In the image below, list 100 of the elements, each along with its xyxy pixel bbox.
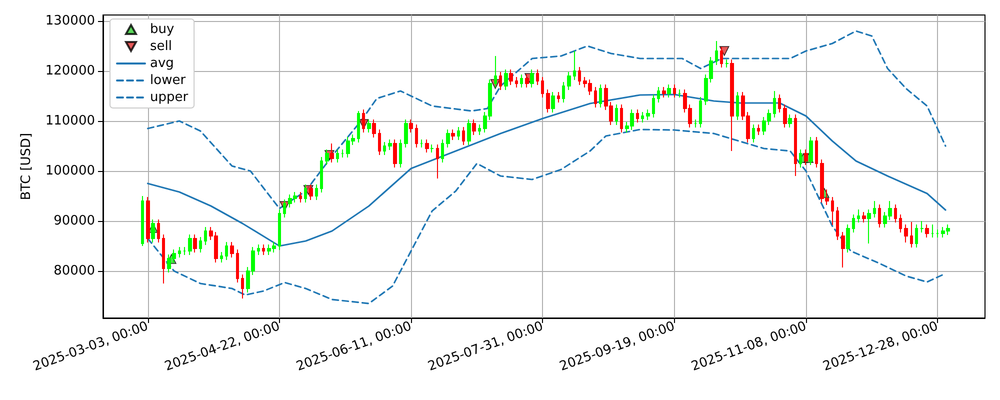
candlestick xyxy=(367,119,371,133)
candlestick xyxy=(536,69,539,86)
candlestick xyxy=(178,246,181,258)
y-tick-label: 90000 xyxy=(54,214,95,228)
candlestick xyxy=(673,84,676,98)
legend-label: avg xyxy=(150,56,174,71)
candlestick xyxy=(509,69,513,86)
candlestick xyxy=(446,129,450,148)
candlestick xyxy=(499,72,502,90)
candlestick xyxy=(546,89,550,113)
candlestick xyxy=(357,110,360,143)
candlestick xyxy=(573,50,576,80)
y-tick-label: 120000 xyxy=(45,64,95,78)
candlestick xyxy=(436,144,439,179)
candlestick xyxy=(783,104,787,128)
candlestick xyxy=(794,114,797,176)
candlestick xyxy=(788,114,792,128)
candlestick xyxy=(773,90,776,118)
candlestick xyxy=(383,142,386,156)
candlestick xyxy=(652,94,655,118)
legend-label: sell xyxy=(150,39,172,54)
candlestick xyxy=(420,139,423,148)
candlestick xyxy=(862,212,866,223)
candlestick xyxy=(678,89,681,98)
candlestick xyxy=(330,143,334,163)
candlestick xyxy=(220,252,223,263)
candlestick xyxy=(262,244,265,256)
candlestick xyxy=(504,69,508,90)
candlestick xyxy=(757,124,760,136)
candlestick xyxy=(183,246,186,256)
candlestick xyxy=(325,149,329,166)
candlestick xyxy=(662,86,666,98)
candlestick xyxy=(399,139,402,168)
candlestick xyxy=(599,84,602,108)
candlestick xyxy=(730,59,734,152)
y-tick-label: 80000 xyxy=(54,264,95,278)
candlestick xyxy=(725,59,729,68)
candlestick xyxy=(904,224,908,243)
candlestick xyxy=(151,219,155,243)
candlestick xyxy=(530,69,534,88)
candlestick xyxy=(520,74,523,88)
candlestick xyxy=(304,184,307,203)
candlestick xyxy=(804,149,808,166)
candlestick xyxy=(925,224,929,238)
candlestick xyxy=(694,119,697,128)
candlestick xyxy=(320,156,323,193)
candlestick xyxy=(720,46,723,68)
candlestick xyxy=(457,126,460,140)
candlestick xyxy=(236,249,239,283)
legend-label: lower xyxy=(150,73,186,88)
candlestick xyxy=(162,234,165,284)
candlestick xyxy=(425,139,429,153)
candlestick xyxy=(657,86,660,103)
candlestick xyxy=(199,236,202,253)
candlestick xyxy=(341,149,344,158)
candlestick xyxy=(620,104,623,133)
candlestick xyxy=(283,199,286,218)
candlestick xyxy=(562,82,565,103)
candlestick xyxy=(831,196,834,226)
candlestick xyxy=(409,119,413,133)
candlestick xyxy=(846,224,850,253)
candlestick xyxy=(615,104,618,126)
candlestick xyxy=(867,209,871,244)
candlestick xyxy=(920,220,924,233)
candlestick xyxy=(557,92,560,103)
line-series xyxy=(146,94,946,247)
legend-label: buy xyxy=(150,22,174,37)
candlestick xyxy=(910,222,913,248)
candlestick xyxy=(836,206,839,240)
candlestick xyxy=(404,119,408,148)
candlestick xyxy=(278,209,281,250)
point xyxy=(719,46,730,56)
candlestick xyxy=(441,139,444,163)
candlestick xyxy=(736,92,739,120)
candlestick xyxy=(467,119,471,146)
candlestick xyxy=(873,200,876,218)
candlestick xyxy=(551,92,555,113)
candlestick xyxy=(299,192,302,203)
candlestick xyxy=(894,204,897,223)
candlestick xyxy=(578,66,581,86)
candlestick xyxy=(799,149,802,168)
candlestick xyxy=(915,224,918,248)
candlestick xyxy=(841,232,845,268)
candlestick xyxy=(752,124,755,143)
y-tick-label: 100000 xyxy=(45,164,95,178)
candlestick xyxy=(309,184,313,200)
candlestick xyxy=(141,196,144,246)
candlestick xyxy=(641,112,644,123)
candlestick xyxy=(878,204,881,228)
candlestick xyxy=(667,84,671,98)
candlestick xyxy=(715,40,718,66)
candlestick xyxy=(857,209,860,223)
candlestick xyxy=(594,86,597,108)
candlestick xyxy=(472,119,476,136)
candlestick xyxy=(204,226,207,246)
candlestick xyxy=(525,74,529,88)
candlestick xyxy=(636,109,639,123)
candlestick xyxy=(515,76,518,88)
candlestick xyxy=(230,242,234,258)
candlestick xyxy=(778,94,781,113)
